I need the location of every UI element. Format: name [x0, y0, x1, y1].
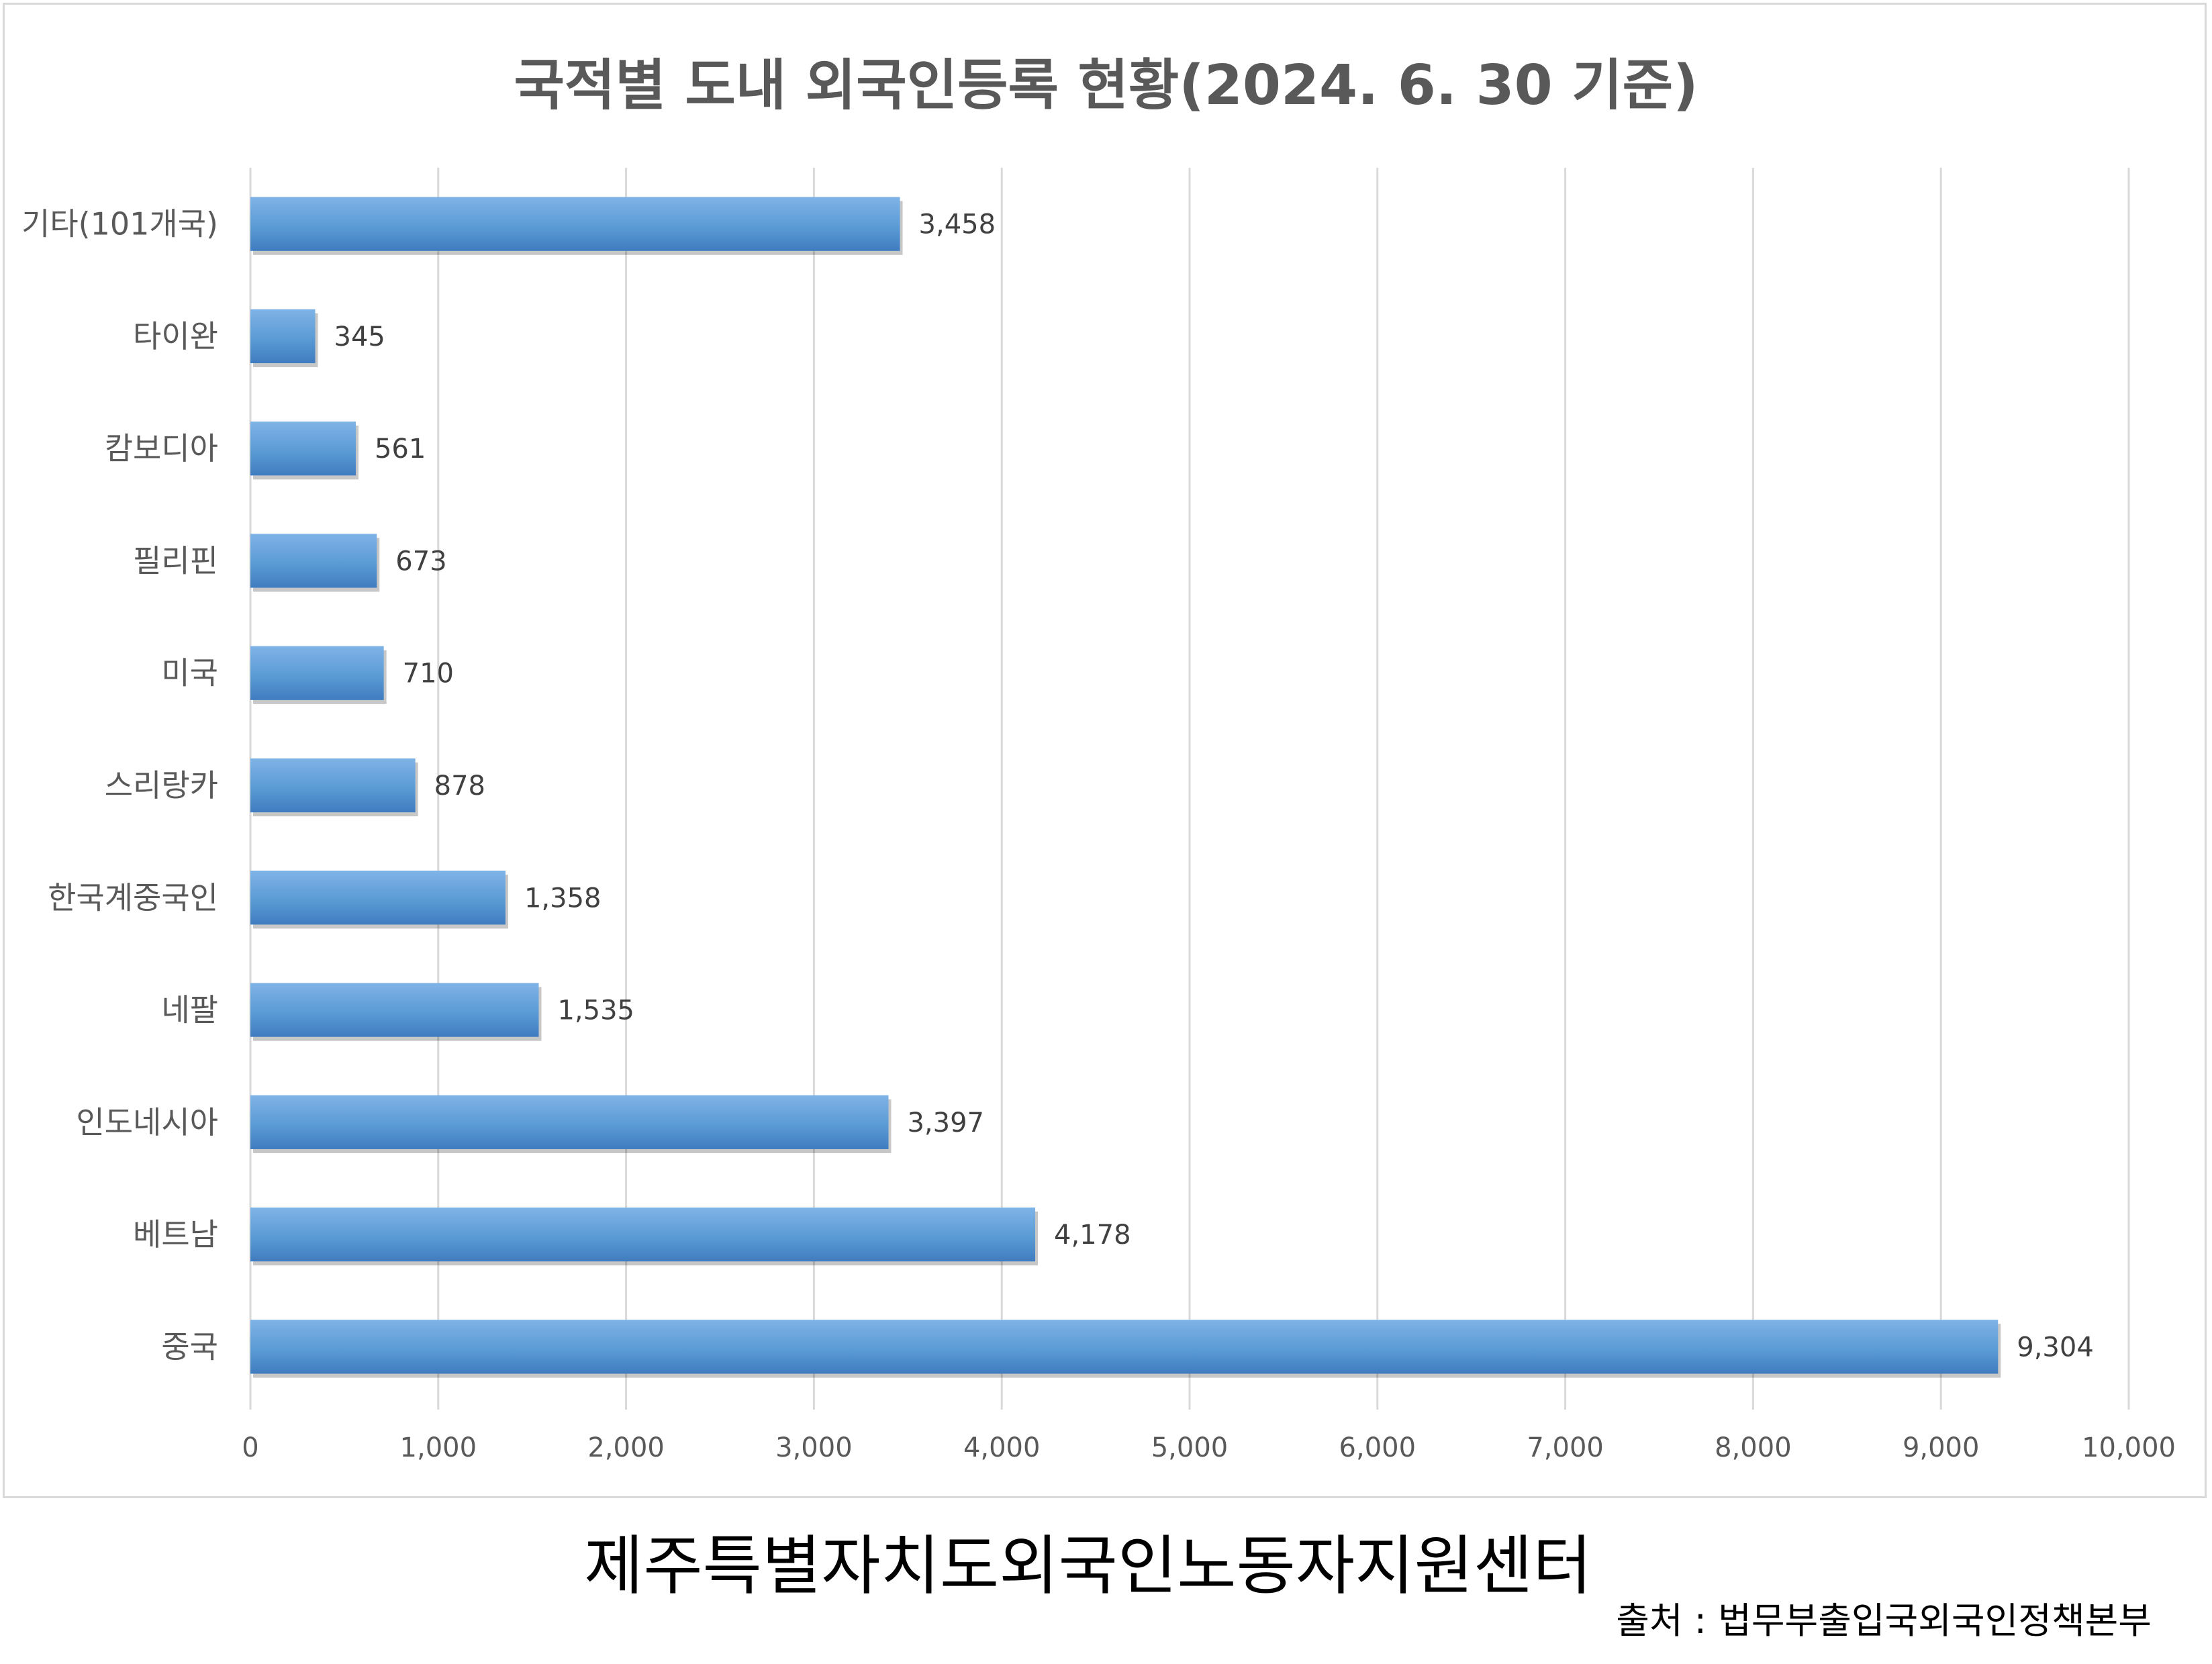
category-label: 베트남 — [133, 1216, 218, 1253]
grid-lines — [249, 168, 2130, 1410]
x-tick-label: 7,000 — [1527, 1432, 1604, 1463]
category-label: 한국계중국인 — [48, 879, 218, 916]
category-label: 스리랑카 — [105, 767, 218, 803]
category-label: 기타(101개국) — [21, 206, 218, 242]
bar-chart: 0 1,000 2,000 3,000 4,000 5,000 6,000 7,000 8,00… — [21, 168, 2176, 1463]
bar — [250, 758, 416, 813]
data-label: 345 — [334, 322, 385, 352]
x-tick-label: 0 — [242, 1432, 258, 1463]
bar — [250, 983, 539, 1037]
x-tick-label: 2,000 — [587, 1432, 665, 1463]
x-tick-label: 10,000 — [2082, 1432, 2176, 1463]
bar — [250, 871, 506, 925]
category-label: 중국 — [161, 1328, 218, 1365]
bar — [250, 1207, 1036, 1262]
x-tick-label: 8,000 — [1715, 1432, 1792, 1463]
x-tick-label: 6,000 — [1339, 1432, 1416, 1463]
data-label: 1,535 — [557, 995, 634, 1026]
data-label: 561 — [375, 434, 426, 464]
bar — [250, 1095, 889, 1149]
source-note: 출처 : 법무부출입국외국인정책본부 — [1616, 1600, 2152, 1642]
x-tick-label: 3,000 — [775, 1432, 853, 1463]
x-tick-label: 5,000 — [1151, 1432, 1229, 1463]
bars — [250, 197, 2001, 1378]
data-label: 1,358 — [524, 883, 602, 914]
bar — [250, 422, 356, 476]
data-label: 3,458 — [919, 209, 996, 240]
labels: 0 1,000 2,000 3,000 4,000 5,000 6,000 7,000 8,00… — [21, 206, 2176, 1463]
data-label: 878 — [434, 771, 485, 801]
data-label: 710 — [403, 658, 454, 689]
data-label: 4,178 — [1054, 1220, 1131, 1251]
category-label: 필리핀 — [133, 542, 218, 579]
bar — [250, 309, 316, 364]
category-label: 타이완 — [133, 318, 218, 354]
organization-name: 제주특별자치도외국인노동자지원센터 — [584, 1528, 1592, 1604]
data-label: 3,397 — [907, 1108, 984, 1138]
bar — [250, 1320, 1999, 1374]
data-label: 673 — [395, 546, 446, 577]
category-label: 인도네시아 — [76, 1104, 218, 1140]
data-label: 9,304 — [2017, 1332, 2094, 1363]
category-label: 미국 — [161, 655, 218, 691]
category-label: 캄보디아 — [105, 430, 218, 467]
x-tick-label: 4,000 — [963, 1432, 1041, 1463]
chart-title: 국적별 도내 외국인등록 현황(2024. 6. 30 기준) — [514, 54, 1698, 117]
x-tick-label: 1,000 — [400, 1432, 477, 1463]
x-tick-label: 9,000 — [1903, 1432, 1980, 1463]
bar — [250, 646, 384, 700]
category-label: 네팔 — [161, 992, 218, 1028]
bar — [250, 197, 900, 251]
bar — [250, 534, 377, 588]
